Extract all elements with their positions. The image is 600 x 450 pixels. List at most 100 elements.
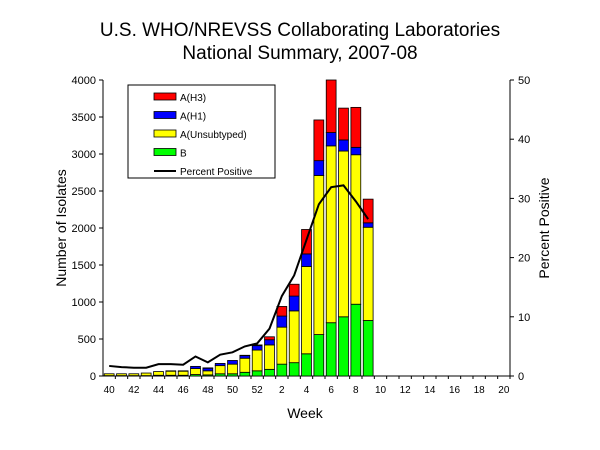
bar-a-h3- — [325, 79, 337, 133]
bar-a-unsubtyped- — [177, 370, 189, 376]
bar-a-h1- — [325, 132, 337, 147]
bar-a-unsubtyped- — [214, 365, 226, 375]
x-tick-label: 10 — [375, 385, 387, 396]
x-tick-label: 2 — [279, 385, 285, 396]
y-tick-label: 2000 — [72, 223, 96, 235]
bar-a-h1- — [350, 146, 362, 156]
bar-a-unsubtyped- — [128, 373, 140, 377]
bar-b — [313, 334, 325, 377]
y2-tick-label: 50 — [518, 75, 530, 87]
bar-a-h1- — [301, 253, 312, 267]
bar-a-h3- — [362, 198, 374, 224]
bar-a-h1- — [288, 295, 300, 312]
x-tick-label: 44 — [153, 385, 165, 396]
bar-b — [301, 353, 312, 377]
y2-axis-label: Percent Positive — [536, 177, 552, 278]
chart-title-line-2: National Summary, 2007-08 — [182, 43, 418, 64]
bar-a-unsubtyped- — [362, 226, 374, 321]
bar-a-unsubtyped- — [153, 371, 164, 376]
bar-a-h1- — [227, 360, 238, 365]
bar-b — [239, 371, 251, 377]
legend-swatch — [153, 92, 177, 101]
y2-tick-label: 20 — [518, 253, 530, 265]
y-tick-label: 1000 — [72, 297, 96, 309]
bar-b — [251, 370, 263, 377]
legend-swatch — [153, 129, 177, 138]
y-tick-label: 4000 — [72, 75, 96, 87]
x-tick-label: 40 — [104, 385, 116, 396]
y-tick-label: 500 — [78, 334, 96, 346]
x-tick-label: 4 — [304, 385, 310, 396]
bar-a-h3- — [350, 106, 362, 148]
y-tick-label: 3500 — [72, 112, 96, 124]
bar-a-unsubtyped- — [140, 372, 152, 377]
y-tick-label: 1500 — [72, 260, 96, 272]
x-axis-label: Week — [287, 405, 324, 421]
bar-a-h1- — [313, 160, 325, 176]
y-tick-label: 3000 — [72, 149, 96, 161]
y-tick-label: 2500 — [72, 186, 96, 198]
legend-box — [127, 84, 276, 179]
legend-label: A(H1) — [180, 112, 206, 123]
bar-a-h1- — [251, 345, 263, 351]
y-tick-label: 0 — [90, 371, 96, 383]
x-tick-label: 14 — [424, 385, 436, 396]
bar-b — [350, 303, 362, 377]
x-tick-label: 52 — [252, 385, 264, 396]
y-axis-label: Number of Isolates — [53, 169, 69, 287]
legend-label: Percent Positive — [180, 167, 253, 178]
y2-tick-label: 30 — [518, 193, 530, 205]
bar-a-unsubtyped- — [227, 363, 238, 375]
bar-a-h1- — [190, 365, 201, 370]
x-tick-label: 8 — [353, 385, 359, 396]
bar-a-unsubtyped- — [103, 373, 115, 377]
bar-a-h3- — [338, 107, 349, 141]
bar-b — [264, 368, 275, 377]
y2-tick-label: 0 — [518, 371, 524, 383]
bar-a-unsubtyped- — [239, 357, 251, 373]
bar-a-unsubtyped- — [338, 150, 349, 318]
bar-a-unsubtyped- — [202, 370, 214, 376]
x-tick-label: 46 — [178, 385, 190, 396]
bar-a-h1- — [362, 222, 374, 228]
bar-b — [325, 322, 337, 377]
legend-label: A(H3) — [180, 93, 206, 104]
bar-a-unsubtyped- — [116, 373, 127, 377]
y2-tick-label: 40 — [518, 134, 530, 146]
x-tick-label: 50 — [227, 385, 239, 396]
x-tick-label: 12 — [400, 385, 412, 396]
x-tick-label: 6 — [328, 385, 334, 396]
chart-title-line-1: U.S. WHO/NREVSS Collaborating Laboratori… — [99, 20, 501, 41]
bar-a-unsubtyped- — [251, 349, 263, 372]
bar-a-unsubtyped- — [325, 145, 337, 324]
legend-swatch — [153, 111, 177, 119]
bar-a-unsubtyped- — [350, 154, 362, 305]
bar-a-unsubtyped- — [288, 310, 300, 364]
bar-a-h1- — [264, 339, 275, 346]
bar-a-unsubtyped- — [276, 326, 288, 365]
bar-a-h1- — [214, 363, 226, 367]
x-tick-label: 48 — [202, 385, 214, 396]
bar-a-h1- — [338, 139, 349, 152]
y2-tick-label: 10 — [518, 312, 530, 324]
bar-b — [338, 316, 349, 377]
x-tick-label: 20 — [498, 385, 510, 396]
bar-b — [362, 320, 374, 377]
bar-a-h3- — [313, 119, 325, 162]
bar-a-unsubtyped- — [264, 344, 275, 370]
legend-swatch — [153, 148, 177, 156]
bar-a-h3- — [288, 283, 300, 297]
legend-label: A(Unsubtyped) — [180, 130, 247, 141]
x-tick-label: 42 — [128, 385, 140, 396]
x-tick-label: 16 — [449, 385, 461, 396]
bar-a-h3- — [264, 336, 275, 341]
bar-a-h1- — [276, 315, 288, 328]
bar-a-unsubtyped- — [301, 266, 312, 355]
bar-a-unsubtyped- — [190, 368, 201, 375]
bar-b — [276, 363, 288, 377]
bar-b — [288, 362, 300, 377]
legend-label: B — [180, 149, 187, 160]
x-tick-label: 18 — [474, 385, 486, 396]
bar-a-unsubtyped- — [165, 370, 177, 376]
